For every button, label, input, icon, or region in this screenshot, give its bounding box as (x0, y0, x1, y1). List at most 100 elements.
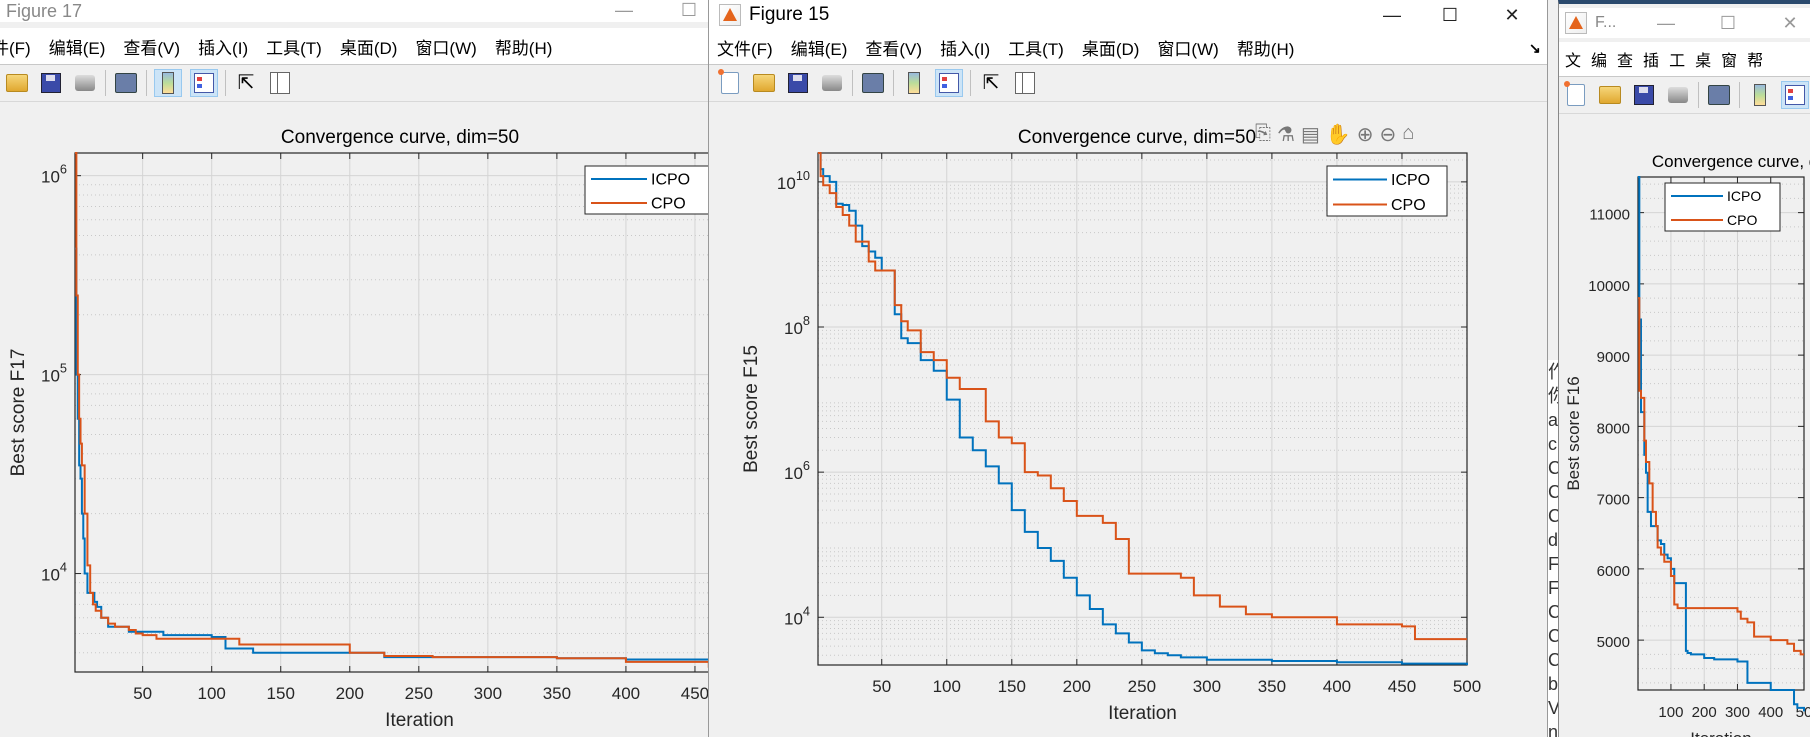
zoom-in-icon[interactable]: ⊕ (1356, 124, 1374, 146)
menu-item[interactable]: 桌面(D) (1081, 39, 1140, 59)
figure16-titlebar[interactable]: F... — ☐ ✕ (1559, 8, 1810, 38)
figure15-titlebar[interactable]: Figure 15 — ☐ ✕ (709, 0, 1547, 30)
menu-item[interactable]: 编 (1591, 53, 1608, 70)
link-icon[interactable] (1706, 82, 1732, 108)
background-text: b (1548, 674, 1558, 694)
x-tick-label: 300 (1725, 704, 1750, 721)
maximize-button[interactable]: ☐ (680, 0, 698, 20)
toolbar-separator (1739, 82, 1740, 108)
axes: 106 105 104 50 100 150 200 250 300 350 400 450 Conve… (8, 127, 709, 731)
save-icon[interactable] (38, 70, 64, 96)
y-tick-label: 6000 (1597, 563, 1630, 580)
background-text: al (1548, 410, 1558, 430)
menu-item[interactable]: 桌面(D) (339, 38, 398, 58)
figure16-chart[interactable]: 11000 10000 9000 8000 7000 6000 5000 100 200 300 4… (1559, 114, 1810, 737)
y-axis-label: Best score F16 (1564, 376, 1583, 490)
legend[interactable]: ICPO CPO (1664, 182, 1781, 232)
new-figure-icon[interactable] (1563, 81, 1589, 108)
menu-item[interactable]: 插入(I) (940, 39, 991, 59)
x-tick-label: 500 (1453, 677, 1481, 696)
maximize-button[interactable]: ☐ (1441, 4, 1459, 25)
menu-item[interactable]: 编辑(E) (48, 38, 106, 58)
background-text: c (1548, 434, 1557, 454)
open-icon[interactable] (1597, 82, 1623, 108)
x-tick-label: 250 (1128, 677, 1156, 696)
menu-item[interactable]: 查看(V) (865, 39, 923, 59)
background-text: V (1548, 698, 1558, 718)
legend[interactable]: ICPO CPO (584, 165, 710, 215)
x-tick-label: 400 (1323, 677, 1351, 696)
pointer-icon[interactable]: ⇱ (237, 72, 255, 94)
chart-title: Convergence curve, dim=50 (1018, 127, 1256, 148)
colorbar-icon[interactable] (154, 69, 182, 97)
menu-item[interactable]: 桌 (1695, 53, 1712, 70)
pan-icon[interactable]: ✋ (1325, 124, 1351, 146)
menu-item[interactable]: 帮助(H) (494, 38, 553, 58)
colorbar-icon[interactable] (1747, 82, 1773, 108)
property-pane-icon[interactable] (267, 70, 293, 96)
menu-item[interactable]: 帮 (1747, 53, 1764, 70)
minimize-button[interactable]: — (1383, 4, 1401, 25)
legend-icon[interactable] (935, 69, 963, 97)
background-text: C (1548, 626, 1558, 646)
pointer-icon[interactable]: ⇱ (982, 72, 1000, 94)
menu-item[interactable]: 编辑(E) (790, 39, 848, 59)
menu-item[interactable]: 文件(F) (717, 39, 773, 59)
legend-entry: CPO (1391, 197, 1426, 214)
dock-arrow-icon[interactable]: ↘ (1529, 40, 1541, 56)
menubar: 文件(F) 编辑(E) 查看(V) 插入(I) 工具(T) 桌面(D) 窗口(W) 帮助(H) (709, 30, 1547, 65)
menu-item[interactable]: 查看(V) (123, 38, 181, 58)
link-icon[interactable] (113, 70, 139, 96)
open-icon[interactable] (4, 70, 30, 96)
legend[interactable]: ICPO CPO (1326, 165, 1448, 217)
menu-item[interactable]: 查 (1617, 53, 1634, 70)
x-tick-label: 150 (998, 677, 1026, 696)
save-icon[interactable] (785, 70, 811, 96)
figure17-window: Figure 17 — ☐ 件(F) 编辑(E) 查看(V) 插入(I) 工具(T) 桌面… (0, 0, 710, 737)
legend-icon[interactable] (1781, 81, 1809, 109)
menu-item[interactable]: 插入(I) (198, 38, 249, 58)
figure17-chart[interactable]: 106 105 104 50 100 150 200 250 300 350 400 450 Conve… (0, 102, 710, 737)
open-icon[interactable] (751, 70, 777, 96)
zoom-out-icon[interactable]: ⊖ (1379, 124, 1397, 146)
export-icon[interactable]: ⎘ (1255, 122, 1271, 144)
menubar: 文编查插工桌窗帮 (1559, 42, 1810, 77)
x-axis-label: Iteration (1690, 729, 1751, 737)
menu-item[interactable]: 窗 (1721, 53, 1738, 70)
maximize-button[interactable]: ☐ (1719, 12, 1737, 33)
close-button[interactable]: ✕ (1504, 4, 1520, 25)
x-tick-label: 150 (267, 684, 295, 703)
print-icon[interactable] (1665, 82, 1691, 108)
home-icon[interactable]: ⌂ (1402, 122, 1415, 144)
menu-item[interactable]: 帮助(H) (1236, 39, 1295, 59)
x-tick-label: 200 (1692, 704, 1717, 721)
datatip-icon[interactable]: ▤ (1300, 124, 1320, 146)
figure16-window: F... — ☐ ✕ 文编查插工桌窗帮 11000 10000 9000 8000 70… (1558, 0, 1810, 737)
menu-item[interactable]: 工具(T) (1008, 39, 1064, 59)
y-tick-label: 108 (784, 313, 810, 338)
legend-icon[interactable] (190, 69, 218, 97)
brush-icon[interactable]: ⚗ (1277, 124, 1295, 146)
save-icon[interactable] (1631, 82, 1657, 108)
print-icon[interactable] (819, 70, 845, 96)
new-figure-icon[interactable] (717, 69, 743, 96)
background-text: F (1548, 578, 1558, 598)
y-axis-label: Best score F17 (8, 349, 29, 477)
menu-item[interactable]: 件(F) (0, 38, 31, 58)
link-icon[interactable] (860, 70, 886, 96)
menu-item[interactable]: 工具(T) (266, 38, 322, 58)
menu-item[interactable]: 窗口(W) (415, 38, 477, 58)
menu-item[interactable]: 文 (1565, 53, 1582, 70)
property-pane-icon[interactable] (1012, 70, 1038, 96)
close-button[interactable]: ✕ (1782, 12, 1798, 33)
minimize-button[interactable]: — (615, 0, 633, 20)
figure15-chart[interactable]: 1010 108 106 104 50 100 150 200 250 300 350 400 450 5… (709, 102, 1548, 737)
figure17-titlebar[interactable]: Figure 17 — ☐ (0, 0, 709, 22)
background-app-strip: 作你alcCCCdFoFCCCbVnu (1548, 360, 1558, 737)
menu-item[interactable]: 窗口(W) (1157, 39, 1219, 59)
print-icon[interactable] (72, 70, 98, 96)
minimize-button[interactable]: — (1657, 12, 1675, 33)
menu-item[interactable]: 插 (1643, 53, 1660, 70)
menu-item[interactable]: 工 (1669, 53, 1686, 70)
colorbar-icon[interactable] (901, 70, 927, 96)
